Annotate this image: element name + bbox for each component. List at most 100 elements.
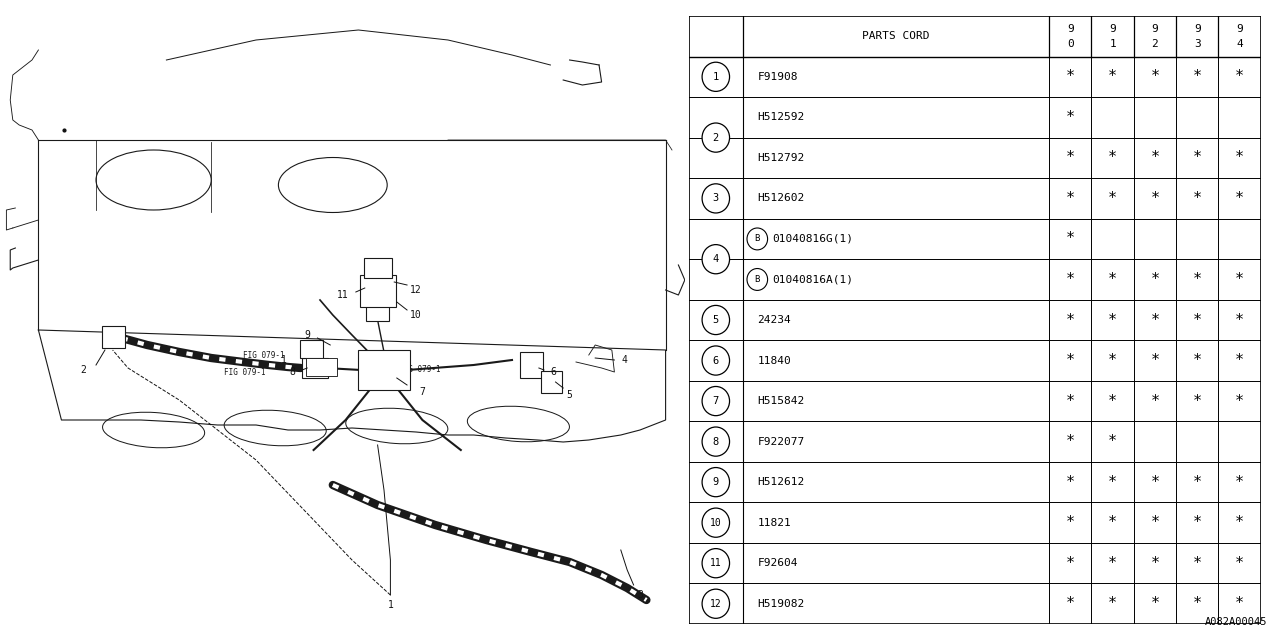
Text: 3: 3 [713,193,719,204]
Text: 1: 1 [1110,40,1116,49]
Text: *: * [1193,150,1202,165]
FancyBboxPatch shape [541,371,562,393]
Text: *: * [1066,394,1075,408]
Text: *: * [1151,353,1160,368]
Text: H519082: H519082 [758,599,805,609]
Text: PARTS CORD: PARTS CORD [863,31,929,41]
Circle shape [703,508,730,537]
Text: 1: 1 [388,600,393,610]
Text: *: * [1151,596,1160,611]
FancyBboxPatch shape [360,275,396,307]
Text: 1: 1 [110,332,115,342]
Text: *: * [1108,596,1117,611]
Text: 10: 10 [410,310,422,320]
Text: *: * [1151,312,1160,328]
Text: *: * [1235,556,1244,571]
FancyBboxPatch shape [520,352,543,378]
Text: *: * [1193,596,1202,611]
Circle shape [703,184,730,213]
Text: 2: 2 [713,132,719,143]
Circle shape [703,589,730,618]
Text: *: * [1151,272,1160,287]
Text: *: * [1066,353,1075,368]
Text: *: * [1235,272,1244,287]
Text: F91908: F91908 [758,72,797,82]
Text: *: * [1108,515,1117,530]
Text: *: * [1235,69,1244,84]
Text: *: * [1066,515,1075,530]
Text: *: * [1108,191,1117,206]
Text: 3: 3 [637,590,643,600]
Text: 3: 3 [1194,40,1201,49]
Text: 9: 9 [1068,24,1074,35]
Text: *: * [1235,150,1244,165]
Text: *: * [1108,556,1117,571]
Text: *: * [1193,556,1202,571]
Text: 1: 1 [282,355,287,365]
Text: F922077: F922077 [758,436,805,447]
Text: 12: 12 [710,599,722,609]
Circle shape [703,305,730,335]
Text: 01040816A(1): 01040816A(1) [773,275,854,284]
Text: 10: 10 [710,518,722,527]
Text: *: * [1235,312,1244,328]
Text: *: * [1066,69,1075,84]
Text: *: * [1151,556,1160,571]
Text: *: * [1066,110,1075,125]
Text: *: * [1235,191,1244,206]
Text: H515842: H515842 [758,396,805,406]
Circle shape [703,548,730,578]
Text: 5: 5 [713,315,719,325]
Text: *: * [1108,394,1117,408]
Bar [300,340,323,358]
Text: 4: 4 [713,254,719,264]
Text: *: * [1193,312,1202,328]
Text: B: B [755,275,760,284]
FancyBboxPatch shape [364,258,392,278]
Text: *: * [1193,475,1202,490]
Text: 01040816G(1): 01040816G(1) [773,234,854,244]
Text: *: * [1108,312,1117,328]
Circle shape [703,468,730,497]
Text: *: * [1066,434,1075,449]
Text: *: * [1066,475,1075,490]
Text: *: * [1193,272,1202,287]
Text: *: * [1235,394,1244,408]
Text: *: * [1235,515,1244,530]
Text: 7: 7 [420,387,425,397]
Text: 9: 9 [713,477,719,487]
Circle shape [703,387,730,415]
Text: 6: 6 [550,367,556,377]
Text: FIG 079-1: FIG 079-1 [243,351,285,360]
Bar [302,358,328,378]
Text: *: * [1235,475,1244,490]
Text: *: * [1066,150,1075,165]
Text: *: * [1193,515,1202,530]
Text: 24234: 24234 [758,315,791,325]
Text: *: * [1108,69,1117,84]
Text: *: * [1151,475,1160,490]
Text: *: * [1066,556,1075,571]
FancyBboxPatch shape [366,304,389,321]
Text: *: * [1235,353,1244,368]
Text: 12: 12 [410,285,422,295]
Text: H512612: H512612 [758,477,805,487]
Text: 6: 6 [713,356,719,365]
Text: 2: 2 [81,365,86,375]
Text: *: * [1108,475,1117,490]
Text: FIG 079-1: FIG 079-1 [224,368,266,377]
Text: *: * [1151,150,1160,165]
Text: H512792: H512792 [758,153,805,163]
Text: 8: 8 [713,436,719,447]
Text: *: * [1108,272,1117,287]
Text: 9: 9 [1152,24,1158,35]
Text: *: * [1235,596,1244,611]
Text: B: B [755,234,760,243]
Text: 9: 9 [1110,24,1116,35]
Circle shape [748,228,768,250]
FancyBboxPatch shape [358,350,410,390]
Text: 11: 11 [337,290,349,300]
Text: FIG 079-1: FIG 079-1 [399,365,442,374]
Text: *: * [1066,232,1075,246]
Text: F92604: F92604 [758,558,797,568]
